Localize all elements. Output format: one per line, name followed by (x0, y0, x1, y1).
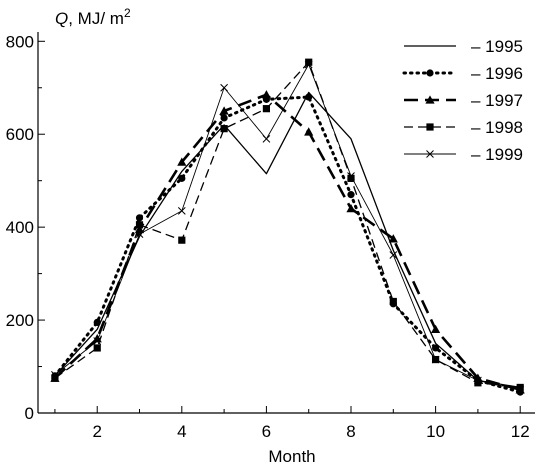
legend-marker (426, 150, 434, 158)
data-point (178, 236, 186, 244)
y-tick-label: 0 (25, 404, 34, 423)
y-axis-label-symbol: Q (55, 9, 68, 28)
x-tick-label: 8 (346, 422, 355, 441)
data-point (262, 135, 271, 143)
legend-item: – 1999 (404, 145, 523, 164)
data-point (431, 324, 441, 334)
y-axis-label-exponent: 2 (124, 6, 131, 20)
data-point (304, 127, 314, 136)
data-point (474, 376, 482, 385)
data-point (178, 174, 186, 182)
series-line (53, 95, 522, 394)
data-point (432, 344, 440, 352)
data-point (135, 230, 144, 238)
data-point (347, 174, 355, 182)
series-line (54, 91, 521, 389)
legend-marker (425, 95, 435, 104)
data-point (93, 344, 101, 352)
y-axis-label: Q, MJ/ m2 (55, 6, 131, 28)
data-point (135, 214, 144, 222)
y-tick-label: 600 (6, 125, 34, 144)
legend-label: – 1995 (471, 37, 523, 56)
data-point (261, 90, 272, 99)
data-point (389, 251, 398, 259)
data-point (389, 297, 397, 306)
legend-label: – 1999 (471, 145, 523, 164)
data-point (135, 221, 144, 229)
legend-label: – 1997 (471, 91, 523, 110)
x-tick-label: 2 (92, 422, 101, 441)
x-tick-label: 6 (262, 422, 271, 441)
legend-item: – 1995 (404, 37, 523, 56)
series-2 (50, 90, 525, 394)
data-point (347, 172, 355, 180)
y-tick-label: 200 (6, 311, 34, 330)
series-line (54, 93, 521, 392)
data-point (346, 203, 356, 213)
series-1 (51, 93, 524, 396)
data-point (305, 93, 313, 101)
data-point (51, 374, 59, 382)
data-point (51, 371, 59, 379)
legend-item: – 1998 (404, 118, 523, 137)
data-point (220, 83, 228, 92)
legend-item: – 1997 (404, 91, 523, 110)
data-point (219, 106, 229, 115)
series-line (54, 61, 521, 389)
data-point (304, 60, 313, 69)
series-line (54, 64, 521, 391)
data-point (220, 125, 228, 133)
data-point (177, 157, 187, 166)
legend-marker (426, 123, 434, 131)
x-tick-label: 4 (177, 422, 186, 441)
data-point (474, 379, 482, 387)
data-point (220, 114, 228, 122)
data-point (93, 318, 101, 326)
series-3 (51, 58, 524, 392)
x-tick-label: 12 (511, 422, 530, 441)
data-point (177, 207, 186, 215)
data-point (347, 191, 355, 199)
data-point (305, 58, 313, 66)
legend-label: – 1996 (471, 64, 523, 83)
x-axis-label: Month (268, 447, 315, 466)
y-axis-label-units: , MJ/ m (68, 9, 124, 28)
x-tick-label: 10 (426, 422, 445, 441)
data-point (388, 234, 398, 243)
legend-label: – 1998 (471, 118, 523, 137)
data-point (431, 355, 440, 364)
data-point (516, 383, 524, 392)
data-point (516, 385, 525, 394)
series-layer (50, 58, 525, 396)
axes: 0 200 400 600 800 2 4 6 8 10 12 (6, 32, 535, 441)
data-point (93, 337, 102, 345)
legend-marker (426, 69, 434, 77)
series-0 (54, 91, 521, 389)
series-4 (51, 60, 525, 394)
y-tick-label: 400 (6, 218, 34, 237)
y-tick-label: 800 (6, 32, 34, 51)
legend-item: – 1996 (402, 64, 523, 83)
data-point (262, 105, 271, 113)
legend: – 1995 – 1996 – 1997 – 1998 – 1999 (402, 37, 523, 164)
